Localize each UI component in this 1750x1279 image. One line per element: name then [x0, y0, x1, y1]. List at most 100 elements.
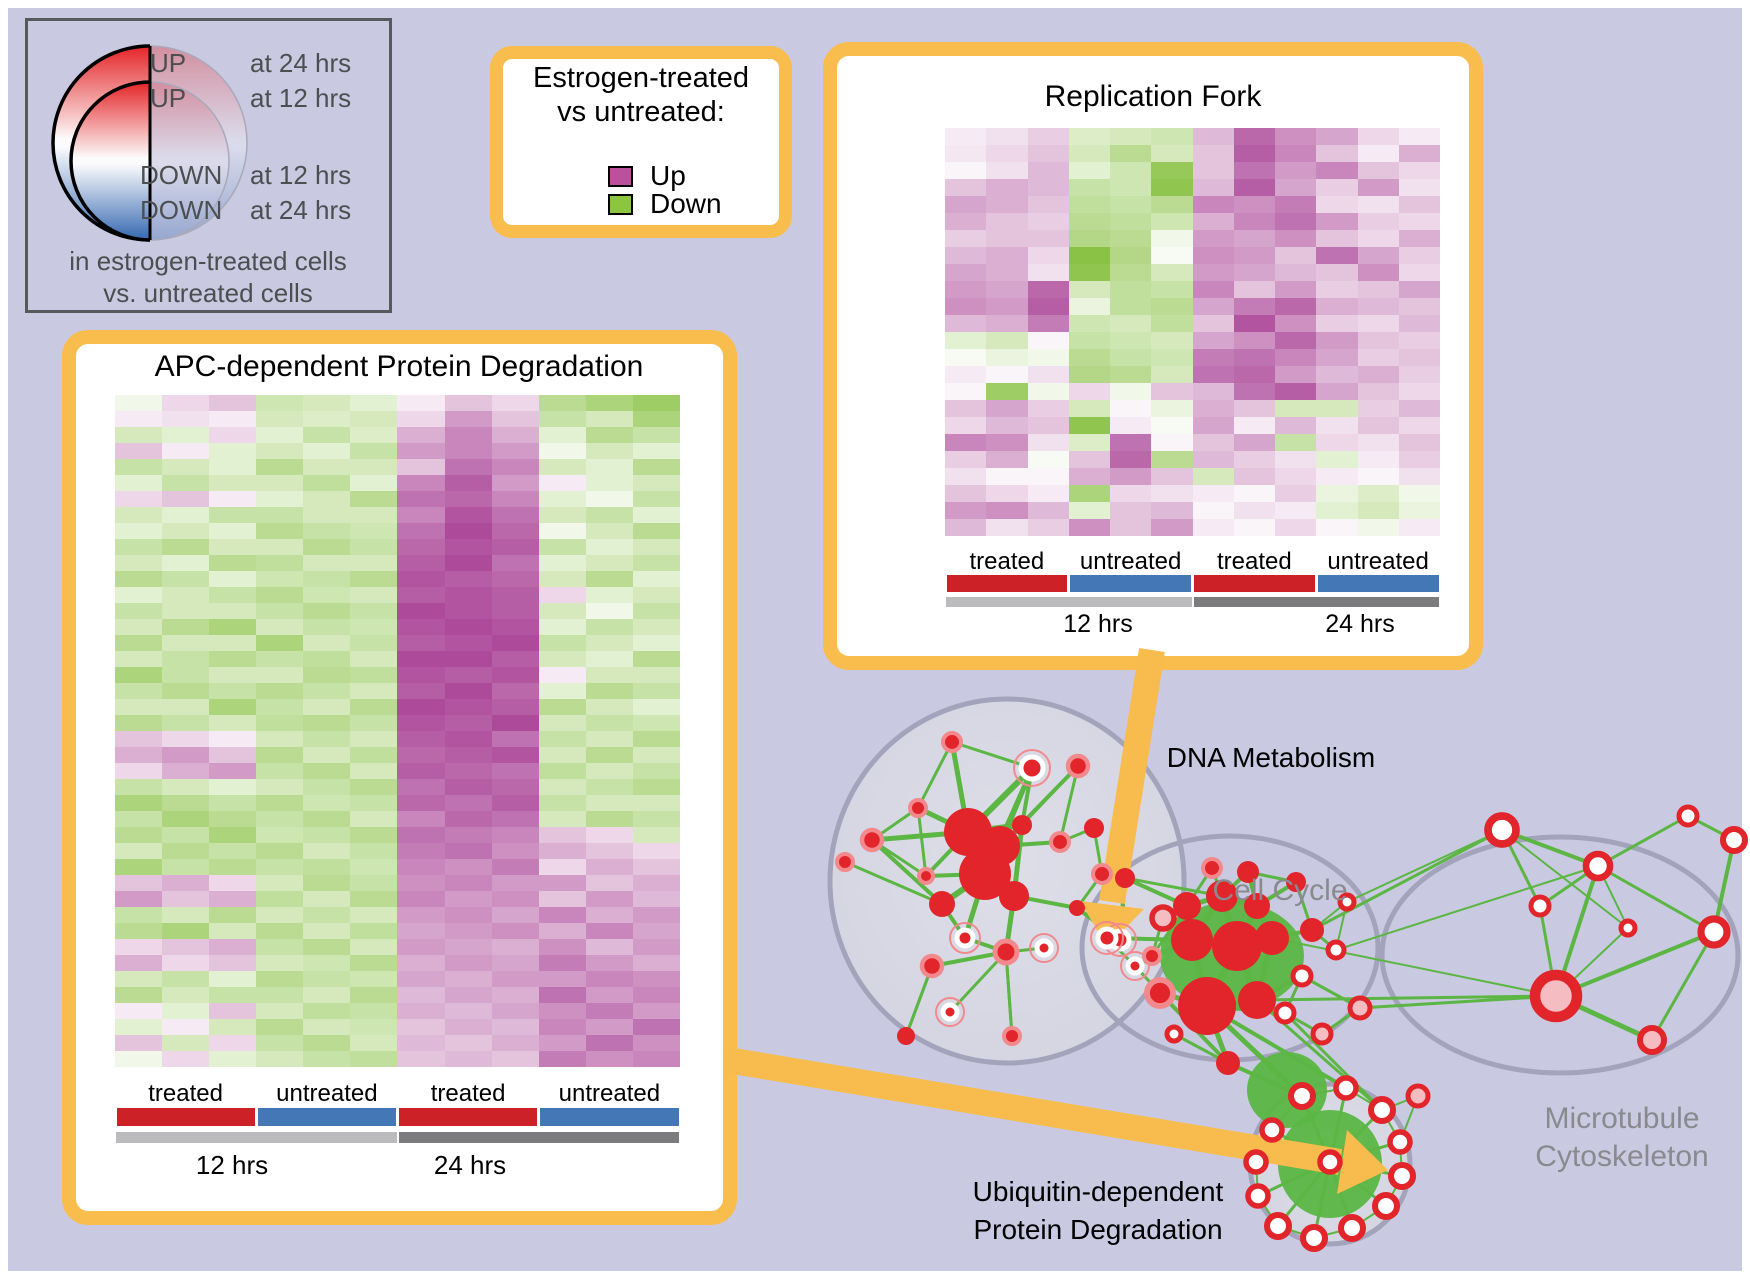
heatmap-cell — [1027, 434, 1069, 451]
heatmap-cell — [444, 971, 492, 987]
heatmap-cell — [585, 891, 633, 907]
heatmap-cell — [1151, 451, 1193, 468]
heatmap-cell — [1068, 196, 1110, 213]
heatmap-cell — [1110, 145, 1152, 162]
heatmap-cell — [1398, 247, 1440, 264]
heatmap-cell — [256, 443, 304, 459]
heatmap-cell — [1316, 298, 1358, 315]
heatmap-cell — [491, 1019, 539, 1035]
heatmap-cell — [538, 427, 586, 443]
heatmap-cell — [1151, 128, 1193, 145]
ring-up24-time: at 24 hrs — [250, 48, 352, 78]
heatmap-cell — [397, 811, 445, 827]
heatmap-cell — [162, 859, 210, 875]
heatmap-cell — [585, 443, 633, 459]
heatmap-cell — [162, 795, 210, 811]
heatmap-cell — [115, 827, 163, 843]
heatmap-row — [115, 507, 680, 523]
heatmap-cell — [209, 395, 257, 411]
heatmap-cell — [1110, 383, 1152, 400]
heatmap-cell — [632, 795, 680, 811]
heatmap-cell — [1192, 128, 1234, 145]
heatmap-cell — [1027, 128, 1069, 145]
heatmap-cell — [585, 699, 633, 715]
heatmap-cell — [350, 1035, 398, 1051]
heatmap-cell — [585, 651, 633, 667]
heatmap-cell — [632, 907, 680, 923]
heatmap-cell — [632, 779, 680, 795]
heatmap-cell — [350, 587, 398, 603]
heatmap-cell — [397, 635, 445, 651]
heatmap-cell — [209, 827, 257, 843]
heatmap-cell — [945, 366, 987, 383]
heatmap-cell — [209, 779, 257, 795]
heatmap-cell — [444, 667, 492, 683]
network-label-ubiquitin-line2: Protein Degradation — [973, 1214, 1223, 1245]
heatmap-cell — [444, 459, 492, 475]
heatmap-cell — [397, 971, 445, 987]
heatmap-cell — [1192, 230, 1234, 247]
heatmap-cell — [491, 811, 539, 827]
heatmap-cell — [350, 763, 398, 779]
heatmap-cell — [1357, 128, 1399, 145]
heatmap-cell — [1398, 179, 1440, 196]
heatmap-cell — [115, 731, 163, 747]
heatmap-cell — [1398, 128, 1440, 145]
heatmap-row — [115, 827, 680, 843]
heatmap-cell — [1027, 366, 1069, 383]
heatmap-cell — [585, 555, 633, 571]
heatmap-cell — [1068, 434, 1110, 451]
heatmap-cell — [986, 128, 1028, 145]
heatmap-cell — [162, 907, 210, 923]
heatmap-cell — [303, 699, 351, 715]
heatmap-cell — [350, 459, 398, 475]
heatmap-cell — [1398, 519, 1440, 536]
condition-label-untreated: untreated — [558, 1080, 661, 1107]
heatmap-cell — [945, 315, 987, 332]
heatmap-cell — [538, 443, 586, 459]
heatmap-cell — [209, 603, 257, 619]
heatmap-cell — [1316, 434, 1358, 451]
heatmap-cell — [1110, 298, 1152, 315]
heatmap-cell — [209, 699, 257, 715]
heatmap-cell — [1151, 383, 1193, 400]
heatmap-cell — [1110, 128, 1152, 145]
heatmap-cell — [585, 571, 633, 587]
untreated-condition-bar — [257, 1108, 396, 1126]
heatmap-cell — [538, 907, 586, 923]
up-swatch-label: Up — [650, 160, 686, 191]
heatmap-cell — [1068, 128, 1110, 145]
heatmap-cell — [1027, 145, 1069, 162]
heatmap-cell — [538, 683, 586, 699]
heatmap-cell — [303, 971, 351, 987]
heatmap-cell — [1316, 264, 1358, 281]
heatmap-cell — [256, 523, 304, 539]
heatmap-row — [115, 1051, 680, 1067]
heatmap-cell — [444, 907, 492, 923]
treated-condition-bar — [116, 1108, 255, 1126]
heatmap-cell — [986, 298, 1028, 315]
heatmap-cell — [209, 923, 257, 939]
heatmap-cell — [209, 955, 257, 971]
heatmap-cell — [350, 939, 398, 955]
heatmap-cell — [1233, 451, 1275, 468]
heatmap-cell — [1110, 519, 1152, 536]
heatmap-cell — [1151, 332, 1193, 349]
heatmap-cell — [115, 619, 163, 635]
heatmap-cell — [350, 923, 398, 939]
heatmap-cell — [1233, 281, 1275, 298]
heatmap-cell — [1316, 332, 1358, 349]
heatmap-cell — [1233, 400, 1275, 417]
heatmap-cell — [632, 491, 680, 507]
heatmap-cell — [397, 747, 445, 763]
heatmap-cell — [491, 443, 539, 459]
heatmap-row — [115, 939, 680, 955]
heatmap-cell — [1275, 298, 1317, 315]
heatmap-row — [115, 955, 680, 971]
heatmap-cell — [162, 539, 210, 555]
heatmap-cell — [162, 971, 210, 987]
heatmap-cell — [632, 587, 680, 603]
heatmap-cell — [444, 427, 492, 443]
heatmap-cell — [209, 1035, 257, 1051]
heatmap-row — [945, 502, 1440, 519]
